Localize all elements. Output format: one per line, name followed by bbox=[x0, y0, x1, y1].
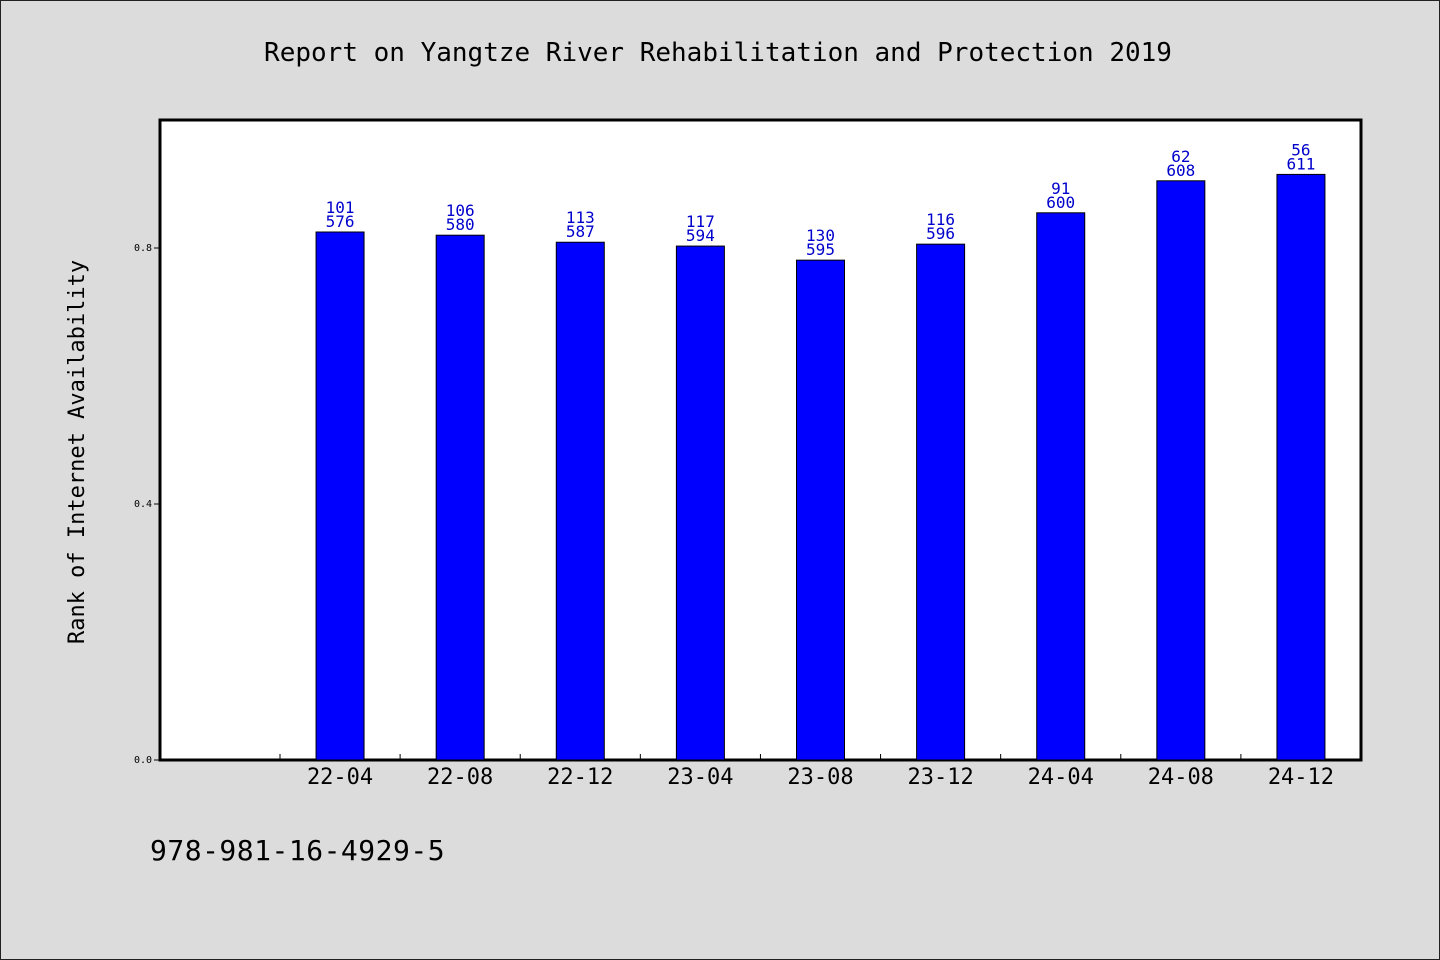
x-tick-label: 22-12 bbox=[547, 765, 613, 790]
x-tick-label: 22-08 bbox=[427, 765, 493, 790]
bar-label-bottom: 580 bbox=[446, 215, 475, 234]
bar bbox=[916, 243, 966, 761]
bar-label-top: 117 bbox=[686, 212, 715, 231]
x-tick-label: 24-12 bbox=[1268, 765, 1334, 790]
bar-label-bottom: 608 bbox=[1166, 161, 1195, 180]
bar-label-top: 106 bbox=[446, 201, 475, 220]
bar-label-top: 56 bbox=[1291, 140, 1310, 159]
x-tick-label: 24-04 bbox=[1028, 765, 1094, 790]
bar bbox=[675, 245, 725, 761]
y-tick-label: 0.0 bbox=[134, 755, 152, 766]
bar-label-top: 91 bbox=[1051, 179, 1070, 198]
chart-title: Report on Yangtze River Rehabilitation a… bbox=[264, 38, 1172, 68]
x-tick-label: 23-08 bbox=[787, 765, 853, 790]
bar-label-bottom: 594 bbox=[686, 226, 715, 245]
y-axis-ticks: 0.0 0.4 0.8 bbox=[134, 243, 160, 766]
bar bbox=[555, 241, 605, 761]
bar-label-bottom: 600 bbox=[1046, 193, 1075, 212]
x-tick-label: 23-12 bbox=[907, 765, 973, 790]
bar-label-top: 113 bbox=[566, 208, 595, 227]
bar bbox=[1036, 212, 1086, 761]
bar bbox=[796, 259, 845, 761]
bar-label-bottom: 611 bbox=[1286, 154, 1315, 173]
bar bbox=[1156, 180, 1206, 761]
bar bbox=[1276, 173, 1326, 761]
isbn-text: 978-981-16-4929-5 bbox=[150, 834, 446, 867]
bar-label-bottom: 576 bbox=[326, 212, 355, 231]
x-axis-ticks: 22-04 22-08 22-12 23-04 23-08 23-12 24-04 24-08… bbox=[279, 754, 1334, 790]
y-tick-label: 0.8 bbox=[134, 243, 152, 254]
bar-label-top: 116 bbox=[926, 210, 955, 229]
x-tick-label: 22-04 bbox=[307, 765, 373, 790]
bar-label-bottom: 596 bbox=[926, 224, 955, 243]
bar-label-top: 101 bbox=[326, 198, 355, 217]
bar bbox=[315, 231, 365, 761]
y-axis-label: Rank of Internet Availability bbox=[65, 260, 90, 644]
bar-label-bottom: 595 bbox=[806, 240, 835, 259]
bar-label-bottom: 587 bbox=[566, 222, 595, 241]
bar-label-top: 62 bbox=[1171, 147, 1190, 166]
x-tick-label: 23-04 bbox=[667, 765, 733, 790]
bar bbox=[435, 234, 485, 761]
bar-label-top: 130 bbox=[806, 226, 835, 245]
y-tick-label: 0.4 bbox=[134, 499, 152, 510]
x-tick-label: 24-08 bbox=[1148, 765, 1214, 790]
bar-series bbox=[315, 173, 1326, 761]
